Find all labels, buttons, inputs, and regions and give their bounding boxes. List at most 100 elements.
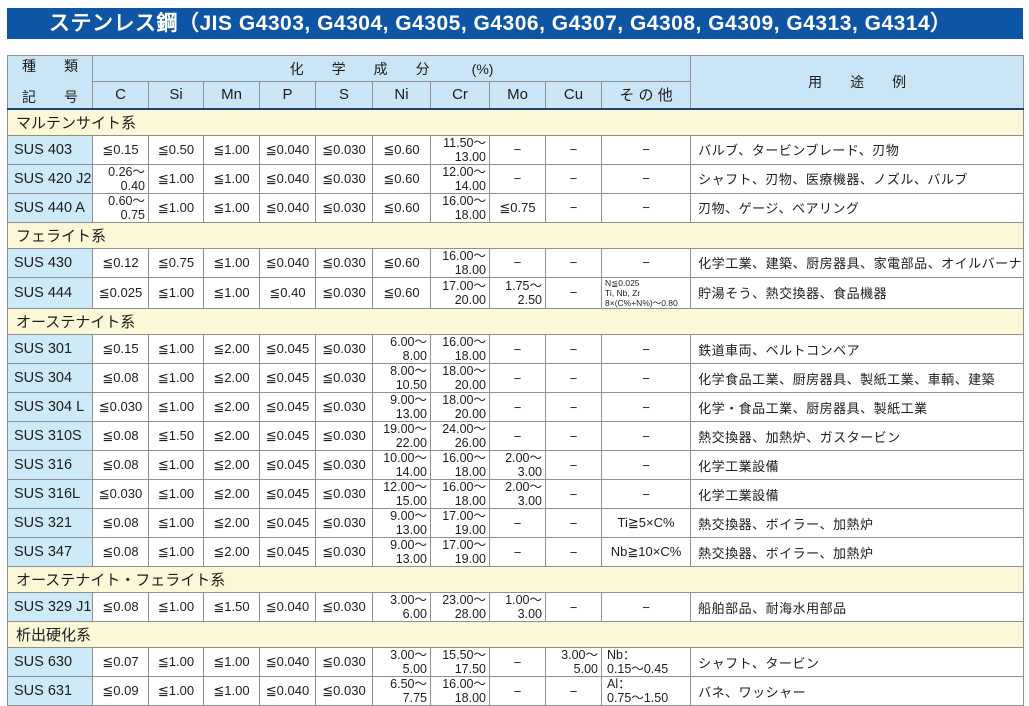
value-s: ≦0.030	[315, 676, 373, 706]
grade-cell: SUS 403	[7, 134, 93, 165]
table-row: SUS 321 ≦0.08 ≦1.00 ≦2.00 ≦0.045 ≦0.030 9.00～ …	[7, 508, 1025, 539]
value-mn: ≦1.00	[203, 134, 260, 165]
value-other: Ti≧5×C%	[600, 508, 692, 539]
value-cr: 17.00～ 19.00	[430, 537, 490, 568]
value-ni: ≦0.60	[372, 276, 431, 310]
col-header-usage-examples: 用 途 例	[690, 55, 1025, 110]
value-s: ≦0.030	[315, 392, 373, 423]
grade-cell: SUS 321	[7, 508, 93, 539]
value-cr: 12.00～ 14.00	[430, 163, 490, 194]
value-c: ≦0.15	[92, 334, 149, 365]
value-cr: 16.00～ 18.00	[430, 479, 490, 510]
value-p: ≦0.040	[259, 247, 316, 278]
value-si: ≦1.00	[148, 363, 204, 394]
value-si: ≦1.00	[148, 479, 204, 510]
value-other: −	[600, 421, 692, 452]
usage-cell: バルブ、タービンブレード、刃物	[690, 134, 1025, 165]
grade-cell: SUS 329 J1	[7, 592, 93, 623]
value-p: ≦0.040	[259, 134, 316, 165]
value-ni: ≦0.60	[372, 134, 431, 165]
value-cu: −	[545, 676, 602, 706]
value-ni: 3.00～ 5.00	[372, 647, 431, 678]
table-header: 種 類 記 号 化 学 成 分 (%) 用 途 例 C Si Mn P S Ni Cr Mo C…	[7, 55, 1025, 110]
value-mn: ≦2.00	[203, 421, 260, 452]
usage-cell: 熱交換器、加熱炉、ガスタービン	[690, 421, 1025, 452]
section-header-row: オーステナイト・フェライト系	[6, 566, 1025, 594]
value-s: ≦0.030	[315, 592, 373, 623]
value-mn: ≦2.00	[203, 450, 260, 481]
value-cu: −	[545, 592, 602, 623]
value-ni: 6.50～ 7.75	[372, 676, 431, 706]
value-cu: −	[545, 421, 602, 452]
grade-cell: SUS 301	[7, 334, 93, 365]
value-p: ≦0.045	[259, 421, 316, 452]
col-header-ni: Ni	[372, 81, 431, 110]
value-s: ≦0.030	[315, 134, 373, 165]
value-c: ≦0.08	[92, 421, 149, 452]
value-mo: −	[489, 421, 546, 452]
value-c: ≦0.09	[92, 676, 149, 706]
grade-cell: SUS 630	[7, 647, 93, 678]
value-other: −	[600, 479, 692, 510]
col-header-other: そ の 他	[600, 81, 692, 110]
value-si: ≦1.00	[148, 276, 204, 310]
usage-cell: 化学工業設備	[690, 479, 1025, 510]
table-row: SUS 420 J2 0.26～ 0.40 ≦1.00 ≦1.00 ≦0.040 ≦0.0…	[7, 163, 1025, 194]
value-other: −	[600, 192, 692, 223]
value-p: ≦0.045	[259, 537, 316, 568]
value-ni: 9.00～ 13.00	[372, 392, 431, 423]
value-mo: −	[489, 334, 546, 365]
value-si: ≦1.00	[148, 450, 204, 481]
value-ni: 3.00～ 6.00	[372, 592, 431, 623]
value-c: ≦0.08	[92, 592, 149, 623]
value-mo: 1.00～ 3.00	[489, 592, 546, 623]
value-mo: −	[489, 508, 546, 539]
value-mn: ≦2.00	[203, 537, 260, 568]
value-mo: ≦0.75	[489, 192, 546, 223]
value-s: ≦0.030	[315, 163, 373, 194]
value-other: −	[600, 247, 692, 278]
section-header-row: オーステナイト系	[6, 308, 1025, 336]
value-p: ≦0.045	[259, 479, 316, 510]
value-cr: 17.00～ 20.00	[430, 276, 490, 310]
col-header-cu: Cu	[545, 81, 602, 110]
value-cr: 16.00～ 18.00	[430, 247, 490, 278]
value-other: −	[600, 134, 692, 165]
table-row: SUS 403 ≦0.15 ≦0.50 ≦1.00 ≦0.040 ≦0.030 ≦0.60 1…	[7, 134, 1025, 165]
table-row: SUS 316 ≦0.08 ≦1.00 ≦2.00 ≦0.045 ≦0.030 10.00～…	[7, 450, 1025, 481]
value-cr: 17.00～ 19.00	[430, 508, 490, 539]
value-cr: 23.00～ 28.00	[430, 592, 490, 623]
value-p: ≦0.040	[259, 192, 316, 223]
col-header-s: S	[315, 81, 373, 110]
value-mn: ≦1.00	[203, 676, 260, 706]
value-si: ≦1.00	[148, 647, 204, 678]
grade-cell: SUS 444	[7, 276, 93, 310]
value-mn: ≦2.00	[203, 508, 260, 539]
kind-label-line2: 記 号	[22, 89, 78, 106]
value-ni: ≦0.60	[372, 247, 431, 278]
col-header-mo: Mo	[489, 81, 546, 110]
section-title: フェライト系	[6, 221, 1025, 249]
value-c: ≦0.12	[92, 247, 149, 278]
section-title: マルテンサイト系	[6, 108, 1025, 136]
value-s: ≦0.030	[315, 334, 373, 365]
value-ni: 10.00～ 14.00	[372, 450, 431, 481]
value-p: ≦0.040	[259, 676, 316, 706]
page-title: ステンレス鋼（JIS G4303, G4304, G4305, G4306, G…	[7, 8, 1023, 39]
value-mo: −	[489, 163, 546, 194]
value-mo: −	[489, 647, 546, 678]
col-header-chemical-composition: 化 学 成 分 (%)	[91, 55, 692, 82]
value-mo: 2.00～ 3.00	[489, 450, 546, 481]
section-header-row: 析出硬化系	[6, 621, 1025, 649]
header-group-row: 種 類 記 号 化 学 成 分 (%) 用 途 例	[7, 55, 1025, 110]
table-row: SUS 440 A 0.60～ 0.75 ≦1.00 ≦1.00 ≦0.040 ≦0.03…	[7, 192, 1025, 223]
table-row: SUS 430 ≦0.12 ≦0.75 ≦1.00 ≦0.040 ≦0.030 ≦0.60 1…	[7, 247, 1025, 278]
value-ni: 8.00～ 10.50	[372, 363, 431, 394]
value-mn: ≦2.00	[203, 363, 260, 394]
table-body: マルテンサイト系 SUS 403 ≦0.15 ≦0.50 ≦1.00 ≦0.040 ≦0.0…	[6, 108, 1025, 706]
kind-label-line1: 種 類	[22, 58, 78, 75]
col-header-c: C	[92, 81, 149, 110]
value-mo: −	[489, 134, 546, 165]
value-cu: −	[545, 276, 602, 310]
value-other: Nb≧10×C%	[600, 537, 692, 568]
